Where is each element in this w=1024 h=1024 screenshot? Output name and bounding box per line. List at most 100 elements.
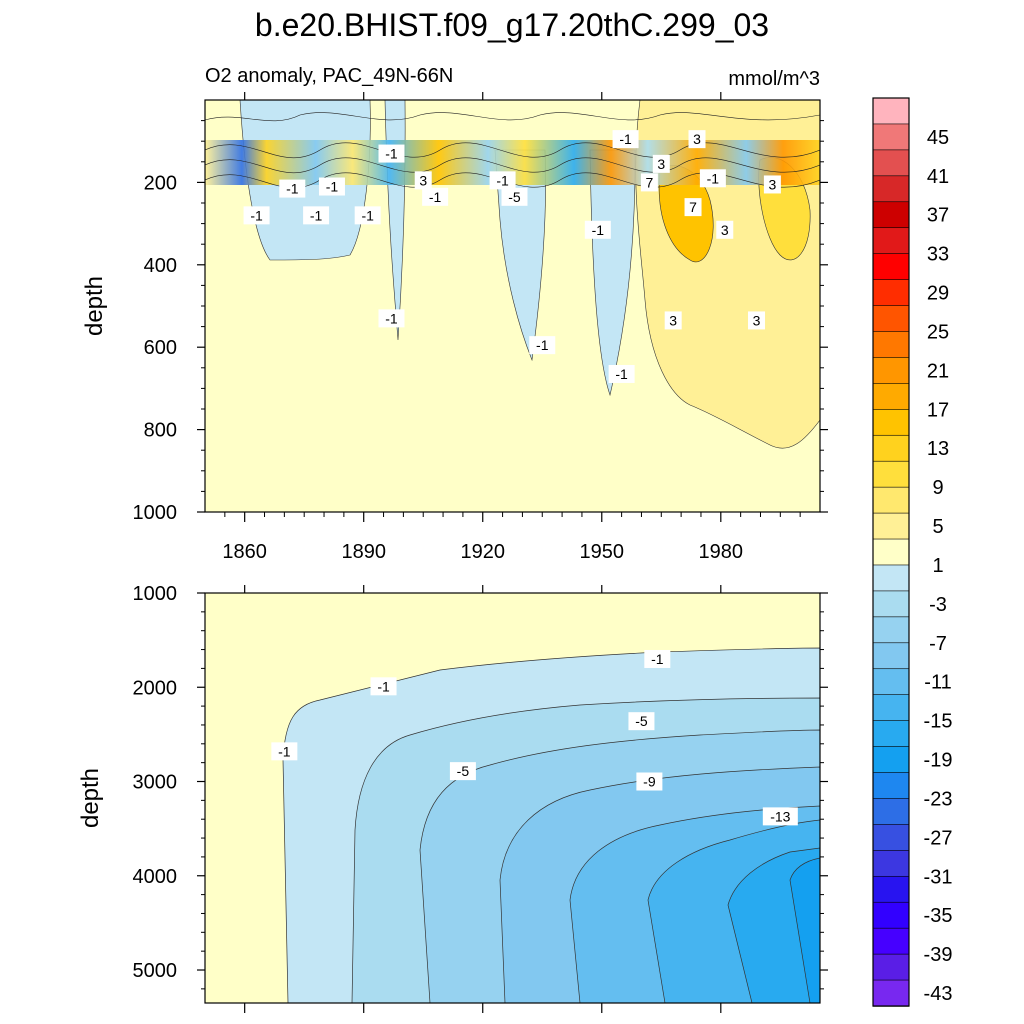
colorbar-label: -35 (924, 905, 953, 927)
colorbar-label: -15 (924, 711, 953, 733)
colorbar-swatch (872, 720, 910, 748)
colorbar-label: 33 (927, 244, 949, 266)
upper-contour-label: -5 (508, 189, 521, 205)
colorbar-label: -11 (924, 672, 951, 694)
upper-contour-label: -1 (385, 146, 398, 162)
colorbar-swatch (872, 979, 910, 1007)
lower-contour-label-box (628, 712, 655, 731)
colorbar-label: 37 (927, 205, 949, 227)
lower-contour-label-box (644, 649, 671, 668)
upper-contour-label: 3 (768, 176, 776, 192)
upper-contour-label: 7 (689, 199, 697, 215)
lower-contour-label: -13 (770, 808, 790, 824)
colorbar-label: -31 (924, 866, 953, 888)
upper-contour-label: -1 (429, 189, 442, 205)
upper-y-axis-label: depth (81, 276, 108, 336)
upper-contour-label: -1 (592, 222, 605, 238)
lower-axes: 1000 2000 3000 4000 5000 (133, 583, 828, 1013)
lower-contour-label: -5 (635, 713, 648, 729)
upper-contour-label: 3 (693, 131, 701, 147)
colorbar-label: -27 (924, 827, 953, 849)
upper-contour-label: -1 (385, 310, 398, 326)
upper-y-tick-label: 200 (144, 172, 177, 194)
colorbar-label: -23 (924, 788, 953, 810)
colorbar-label: 5 (932, 516, 943, 538)
lower-frame (204, 592, 821, 1004)
colorbar-swatch (872, 409, 910, 436)
upper-contour-label-box (640, 173, 658, 192)
subtitle-right: mmol/m^3 (728, 68, 820, 90)
upper-contour-label: -1 (536, 337, 549, 353)
colorbar-swatch (872, 798, 910, 826)
upper-contour-label: -1 (496, 172, 509, 188)
colorbar-swatch (872, 383, 910, 411)
lower-contour-label: -5 (457, 763, 470, 779)
lower-contour-label-box (762, 807, 798, 826)
lower-panel (205, 593, 820, 1003)
lower-y-tick-label: 5000 (133, 960, 178, 982)
upper-x-tick-label: 1890 (341, 541, 386, 563)
colorbar-label: 41 (927, 166, 949, 188)
subtitle-left: O2 anomaly, PAC_49N-66N (205, 65, 453, 87)
colorbar-swatch (872, 616, 910, 644)
upper-y-tick-label: 400 (144, 255, 177, 277)
lower-y-axis-label: depth (77, 768, 104, 828)
colorbar-label: -43 (924, 983, 953, 1005)
upper-contour-label-box (378, 144, 405, 163)
lower-contour-label: -1 (377, 678, 390, 694)
colorbar-swatch (872, 486, 910, 514)
colorbar-label: 13 (927, 438, 949, 460)
colorbar-swatch (872, 175, 910, 203)
colorbar-label: -39 (924, 944, 953, 966)
lower-contour-label: -1 (278, 743, 291, 759)
colorbar: 45 41 37 33 29 25 21 17 13 9 5 1 -3 -7 -11 -15 -19 -23 -27… (872, 97, 953, 1007)
colorbar-swatch (872, 149, 910, 177)
upper-contour-label-box (608, 364, 635, 383)
colorbar-label: 45 (927, 127, 949, 149)
colorbar-label: 1 (932, 555, 943, 577)
upper-x-tick-label: 1860 (222, 541, 267, 563)
upper-contour-label-box (279, 179, 306, 198)
upper-contour-label: -1 (286, 181, 299, 197)
upper-contour-label-box (303, 206, 330, 225)
colorbar-swatch (872, 564, 910, 592)
upper-contour-label: -1 (310, 207, 323, 223)
upper-x-tick-label: 1950 (580, 541, 625, 563)
lower-contour-label: -9 (643, 774, 656, 790)
upper-contour-label-box (489, 171, 516, 190)
upper-contour-label: 3 (419, 172, 427, 188)
colorbar-swatch (872, 460, 910, 488)
colorbar-swatch (872, 694, 910, 722)
colorbar-swatch (872, 590, 910, 618)
lower-contour-labels: -1 -1 -1 -5 -5 -9 -13 (271, 649, 798, 826)
upper-panel (205, 100, 820, 512)
upper-contour-label: 3 (657, 156, 665, 172)
upper-contour-label-box (699, 169, 726, 188)
colorbar-swatch (872, 746, 910, 774)
colorbar-swatch (872, 901, 910, 929)
colorbar-swatch (872, 357, 910, 385)
upper-contour-label-box (501, 187, 528, 206)
upper-contour-label: 3 (721, 222, 729, 238)
colorbar-swatch (872, 850, 910, 877)
upper-contour-label-box (584, 220, 611, 239)
colorbar-swatch (872, 824, 910, 852)
colorbar-label: 9 (932, 477, 943, 499)
upper-contour-label: -1 (326, 179, 339, 195)
upper-contour-label: 3 (669, 312, 677, 328)
colorbar-swatch (872, 642, 910, 670)
colorbar-swatch (872, 253, 910, 281)
lower-contour-label-box (449, 762, 476, 781)
upper-contour-label-box (688, 130, 706, 149)
lower-contour-label-box (271, 742, 298, 761)
colorbar-swatch (872, 97, 910, 125)
upper-contour-label-box (716, 220, 734, 239)
lower-contour-label-box (370, 677, 397, 696)
colorbar-label: -7 (929, 633, 947, 655)
upper-x-tick-label: 1980 (699, 541, 744, 563)
upper-contour-label-box (529, 336, 556, 355)
upper-contour-label: 7 (645, 174, 653, 190)
colorbar-swatch (872, 512, 910, 540)
upper-contour-label: -1 (361, 207, 374, 223)
